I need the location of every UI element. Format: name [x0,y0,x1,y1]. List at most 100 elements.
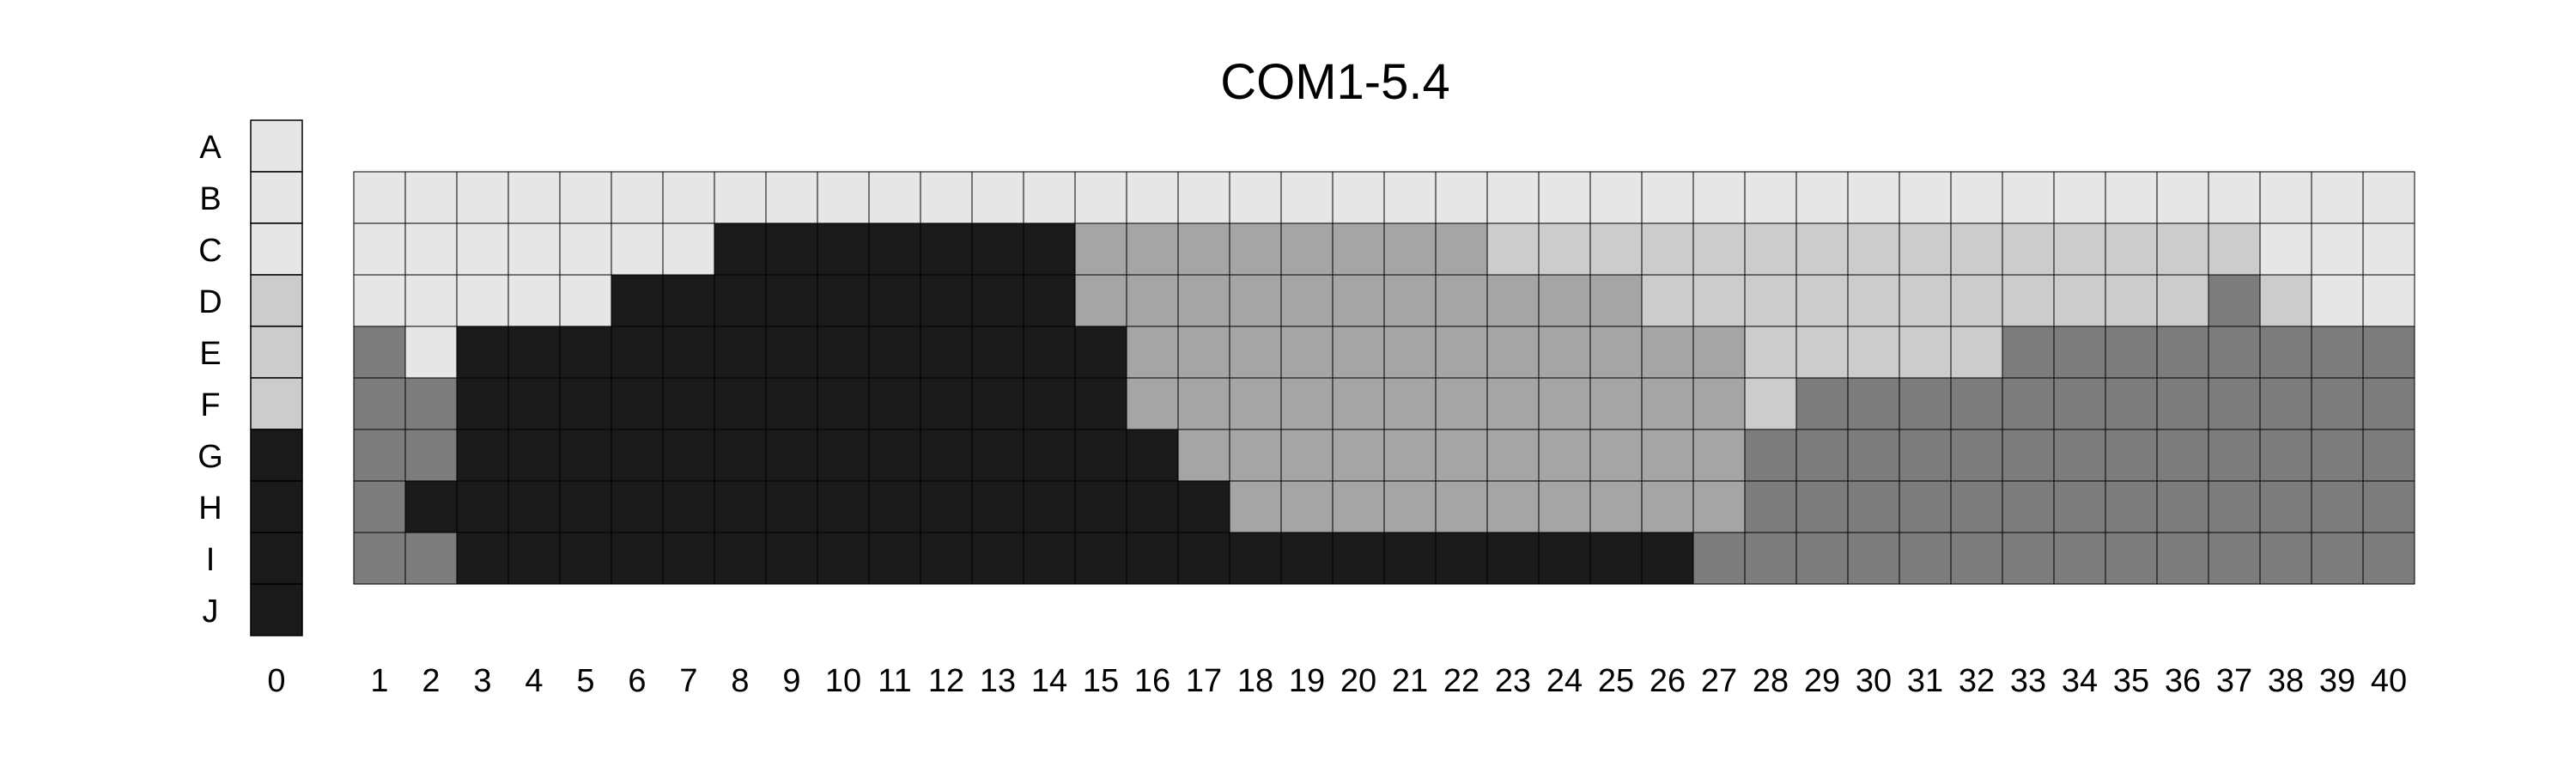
cell-i-35 [2105,532,2158,585]
cell-f-19 [1280,377,1334,430]
cell-h-9 [765,480,818,533]
cell-e-8 [714,326,767,379]
column-label-25: 25 [1598,663,1634,699]
cell-e-1 [353,326,406,379]
cell-d-33 [2002,274,2055,327]
cell-i-20 [1332,532,1385,585]
cell-d-26 [1641,274,1694,327]
row-label-i: I [206,542,216,578]
column-label-39: 39 [2319,663,2355,699]
cell-i-6 [611,532,664,585]
cell-c-4 [507,222,561,276]
cell-e-22 [1435,326,1488,379]
cell-c-6 [611,222,664,276]
column-label-7: 7 [679,663,697,699]
cell-e-4 [507,326,561,379]
cell-h-27 [1692,480,1746,533]
cell-d-21 [1383,274,1437,327]
column-label-6: 6 [628,663,646,699]
cell-e-38 [2259,326,2312,379]
cell-b-7 [662,171,715,224]
cell-i-33 [2002,532,2055,585]
column-label-10: 10 [825,663,861,699]
cell-f-35 [2105,377,2158,430]
cell-c-9 [765,222,818,276]
cell-b-13 [971,171,1024,224]
cell-h-40 [2362,480,2415,533]
cell-f-11 [868,377,921,430]
cell-i-31 [1899,532,1952,585]
cell-c-20 [1332,222,1385,276]
cell-c-15 [1074,222,1127,276]
cell-f-15 [1074,377,1127,430]
cell-b-40 [2362,171,2415,224]
cell-d-18 [1229,274,1282,327]
cell-f-7 [662,377,715,430]
cell-h-17 [1177,480,1230,533]
cell-b-16 [1126,171,1179,224]
column-label-34: 34 [2062,663,2098,699]
cell-b-33 [2002,171,2055,224]
cell-b-4 [507,171,561,224]
cell-i-4 [507,532,561,585]
cell-e-32 [1950,326,2003,379]
cell-h-23 [1486,480,1540,533]
cell-e-31 [1899,326,1952,379]
cell-f-32 [1950,377,2003,430]
cell-d-37 [2208,274,2261,327]
cell-g-33 [2002,429,2055,482]
cell-h-32 [1950,480,2003,533]
column-label-26: 26 [1649,663,1686,699]
cell-d-17 [1177,274,1230,327]
cell-c-7 [662,222,715,276]
cell-c-19 [1280,222,1334,276]
column-label-9: 9 [782,663,800,699]
cell-g-20 [1332,429,1385,482]
cell-g-40 [2362,429,2415,482]
cell-g-3 [456,429,509,482]
cell-c-30 [1847,222,1900,276]
cell-b-22 [1435,171,1488,224]
column-label-37: 37 [2216,663,2252,699]
cell-g-10 [817,429,870,482]
row-label-h: H [198,490,222,526]
cell-g-36 [2156,429,2209,482]
cell-d-1 [353,274,406,327]
cell-c-27 [1692,222,1746,276]
cell-g-31 [1899,429,1952,482]
cell-g-2 [404,429,458,482]
cell-e-23 [1486,326,1540,379]
cell-f-28 [1744,377,1797,430]
cell-g-21 [1383,429,1437,482]
cell-g-39 [2311,429,2364,482]
cell-i-26 [1641,532,1694,585]
chart-title: COM1-5.4 [1220,54,1450,110]
cell-f-40 [2362,377,2415,430]
cell-e-40 [2362,326,2415,379]
cell-b-6 [611,171,664,224]
cell-e-18 [1229,326,1282,379]
cell-c-23 [1486,222,1540,276]
cell-i-14 [1023,532,1076,585]
cell-h-19 [1280,480,1334,533]
cell-b-28 [1744,171,1797,224]
cell-i-30 [1847,532,1900,585]
cell-f-34 [2053,377,2106,430]
cell-c-18 [1229,222,1282,276]
cell-b-39 [2311,171,2364,224]
cell-b-32 [1950,171,2003,224]
cell-h-4 [507,480,561,533]
cell-g-25 [1589,429,1643,482]
cell-b-19 [1280,171,1334,224]
row-label-a: A [199,130,222,166]
cell-i-29 [1795,532,1849,585]
cell-g-12 [920,429,973,482]
cell-i-32 [1950,532,2003,585]
cell-h-34 [2053,480,2106,533]
cell-h-2 [404,480,458,533]
left-cell-j [250,583,303,636]
cell-c-25 [1589,222,1643,276]
cell-g-16 [1126,429,1179,482]
cell-b-18 [1229,171,1282,224]
